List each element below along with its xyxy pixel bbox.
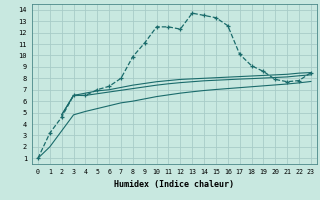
X-axis label: Humidex (Indice chaleur): Humidex (Indice chaleur) [115, 180, 234, 189]
